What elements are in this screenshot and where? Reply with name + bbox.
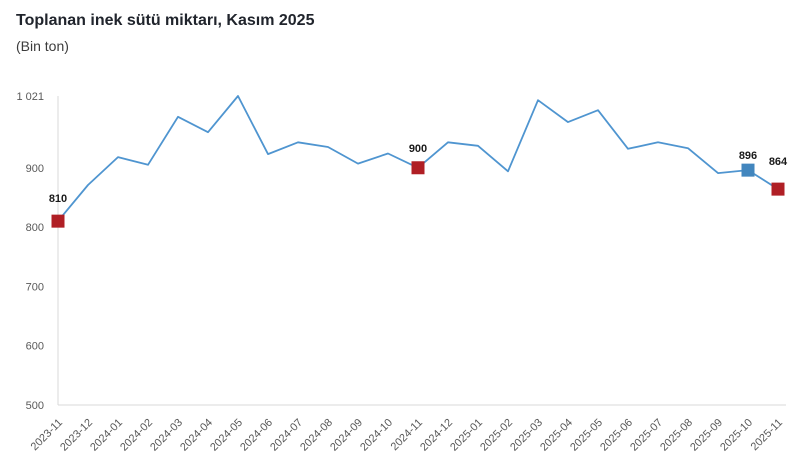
chart-subtitle: (Bin ton)	[16, 38, 69, 54]
x-tick-label: 2025-10	[718, 417, 755, 454]
x-tick-label: 2024-08	[298, 417, 335, 454]
point-marker-2025-11	[771, 182, 785, 196]
x-tick-label: 2024-07	[268, 417, 305, 454]
x-tick-label: 2025-02	[478, 417, 515, 454]
data-label-2025-10: 896	[739, 150, 757, 162]
x-tick-label: 2024-10	[358, 417, 395, 454]
y-tick-label: 600	[26, 341, 44, 353]
point-marker-2025-10	[741, 163, 755, 177]
x-tick-label: 2024-09	[328, 417, 365, 454]
y-tick-label: 500	[26, 400, 44, 412]
x-tick-label: 2024-01	[88, 417, 125, 454]
y-tick-label: 700	[26, 281, 44, 293]
x-tick-label: 2025-08	[658, 417, 695, 454]
x-tick-label: 2024-12	[418, 417, 455, 454]
x-tick-label: 2025-01	[448, 417, 485, 454]
x-tick-label: 2025-05	[568, 417, 605, 454]
milk-series-line	[57, 95, 779, 222]
x-tick-label: 2024-05	[208, 417, 245, 454]
y-tick-label: 1 021	[16, 91, 44, 103]
x-tick-label: 2024-02	[118, 417, 155, 454]
x-tick-label: 2025-11	[749, 417, 785, 453]
x-tick-label: 2025-03	[508, 417, 545, 454]
x-tick-label: 2024-06	[238, 417, 275, 454]
x-tick-label: 2025-06	[598, 417, 635, 454]
data-label-2025-11: 864	[769, 156, 788, 168]
x-tick-label: 2023-12	[58, 417, 95, 454]
point-marker-2023-11	[51, 214, 65, 228]
chart-title: Toplanan inek sütü miktarı, Kasım 2025	[16, 12, 315, 29]
x-tick-label: 2025-09	[688, 417, 725, 454]
x-tick-label: 2025-07	[628, 417, 665, 454]
point-marker-2024-11	[411, 161, 425, 175]
data-label-2023-11: 810	[49, 193, 67, 205]
y-tick-label: 900	[26, 163, 44, 175]
x-tick-label: 2024-03	[148, 417, 185, 454]
x-tick-label: 2024-04	[178, 417, 215, 454]
x-tick-label: 2025-04	[538, 417, 575, 454]
y-tick-label: 800	[26, 222, 44, 234]
data-label-2024-11: 900	[409, 143, 427, 155]
